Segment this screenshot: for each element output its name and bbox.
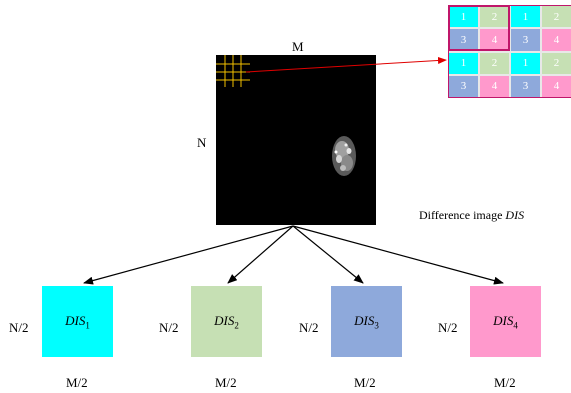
split-arrow-2 xyxy=(227,225,294,284)
selected-block-highlight xyxy=(448,5,510,51)
main-width-label: M xyxy=(292,39,304,54)
sub-width-label-1: M/2 xyxy=(66,375,88,390)
grid-cell: 3 xyxy=(510,28,541,52)
sub-width-label-3: M/2 xyxy=(354,375,376,390)
block-grid-overlay xyxy=(216,55,250,87)
grid-cell: 1 xyxy=(448,51,479,75)
difference-image-content xyxy=(216,55,356,176)
change-region xyxy=(332,136,356,176)
sub-height-label-2: N/2 xyxy=(159,320,179,335)
sub-width-label-4: M/2 xyxy=(494,375,516,390)
split-arrow-3 xyxy=(292,225,364,284)
sub-height-label-1: N/2 xyxy=(9,320,29,335)
main-image-caption: Difference image DIS xyxy=(419,209,524,221)
caption-name: DIS xyxy=(505,208,525,222)
grid-cell: 2 xyxy=(541,51,571,75)
sub-image-label-1: DIS1 xyxy=(65,312,90,331)
grid-cell: 1 xyxy=(510,51,541,75)
sub-image-1: DIS1 xyxy=(42,286,113,357)
difference-image xyxy=(216,55,376,225)
split-arrow-4 xyxy=(292,225,504,285)
grid-cell: 4 xyxy=(541,28,571,52)
sub-height-label-3: N/2 xyxy=(299,320,319,335)
grid-cell: 2 xyxy=(479,51,510,75)
sub-image-2: DIS2 xyxy=(191,286,262,357)
sub-image-label-3: DIS3 xyxy=(354,312,379,331)
sub-width-label-2: M/2 xyxy=(215,375,237,390)
sub-image-label-4: DIS4 xyxy=(493,312,518,331)
split-arrow-1 xyxy=(83,225,294,285)
main-height-label: N xyxy=(197,135,207,150)
sub-image-3: DIS3 xyxy=(331,286,402,357)
sub-image-4: DIS4 xyxy=(470,286,541,357)
sub-image-label-2: DIS2 xyxy=(214,312,239,331)
caption-prefix: Difference image xyxy=(419,208,506,222)
sub-height-label-4: N/2 xyxy=(438,320,458,335)
